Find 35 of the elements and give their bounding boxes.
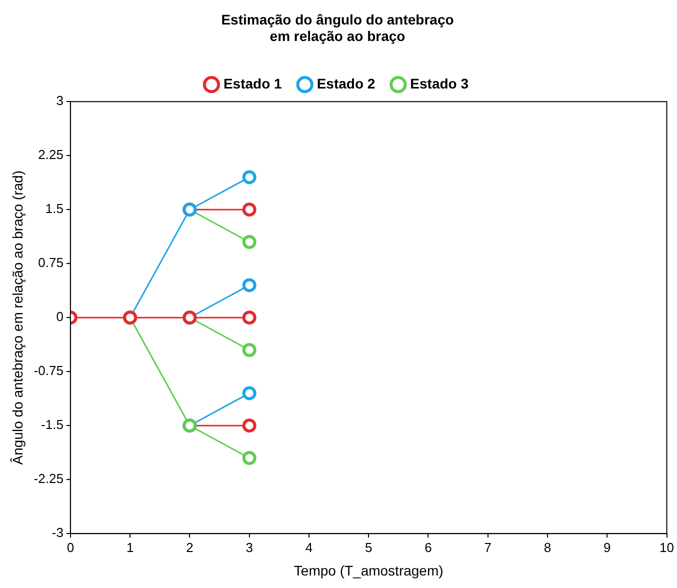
point (242, 386, 256, 400)
legend-label: Estado 3 (410, 75, 469, 92)
x-tick-label: 5 (364, 540, 372, 555)
x-tick-label: 0 (66, 540, 74, 555)
point (242, 202, 256, 217)
point (242, 418, 256, 433)
y-tick-label: -2.25 (34, 471, 64, 486)
y-tick-label: 1.5 (45, 201, 64, 216)
point (242, 343, 256, 357)
x-tick-label: 10 (660, 540, 674, 555)
x-tick-label: 1 (126, 540, 134, 555)
x-tick-label: 2 (186, 540, 194, 555)
y-tick-label: 3 (56, 93, 64, 108)
y-tick-label: -3 (52, 525, 64, 540)
x-axis-title: Tempo (T_amostragem) (294, 562, 444, 578)
x-tick-label: 8 (544, 540, 552, 555)
legend-label: Estado 1 (223, 75, 282, 92)
x-tick-label: 9 (604, 540, 611, 555)
chart-title: Estimação do ângulo do antebraço em relação ao braço (221, 11, 454, 44)
point (242, 451, 256, 465)
x-tick-label: 4 (305, 540, 313, 555)
y-tick-label: -0.75 (34, 363, 64, 378)
y-tick-label: 0 (56, 309, 64, 324)
point (242, 278, 256, 292)
x-tick-label: 7 (484, 540, 492, 555)
y-tick-label: 2.25 (38, 147, 64, 162)
y-tick-label: 0.75 (38, 255, 64, 270)
point (242, 310, 256, 325)
point (242, 170, 256, 184)
legend-label: Estado 2 (316, 75, 376, 92)
x-tick-label: 3 (246, 540, 253, 555)
point (242, 235, 256, 249)
x-tick-label: 6 (424, 540, 432, 555)
y-tick-label: -1.5 (41, 417, 64, 432)
y-axis-title: Ângulo do antebraço em relação ao braço (rad) (9, 170, 26, 465)
